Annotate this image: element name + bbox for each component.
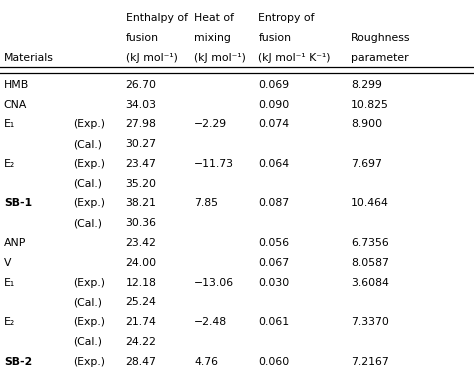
Text: fusion: fusion bbox=[126, 33, 159, 43]
Text: 30.36: 30.36 bbox=[126, 218, 156, 228]
Text: (Exp.): (Exp.) bbox=[73, 119, 106, 129]
Text: Heat of: Heat of bbox=[194, 13, 234, 23]
Text: E₂: E₂ bbox=[4, 317, 15, 327]
Text: 7.3370: 7.3370 bbox=[351, 317, 389, 327]
Text: 25.24: 25.24 bbox=[126, 297, 156, 307]
Text: (kJ mol⁻¹): (kJ mol⁻¹) bbox=[194, 53, 246, 63]
Text: 0.060: 0.060 bbox=[258, 357, 290, 367]
Text: 10.464: 10.464 bbox=[351, 198, 389, 209]
Text: 35.20: 35.20 bbox=[126, 179, 156, 189]
Text: 0.090: 0.090 bbox=[258, 100, 290, 110]
Text: 0.074: 0.074 bbox=[258, 119, 290, 129]
Text: Roughness: Roughness bbox=[351, 33, 410, 43]
Text: −11.73: −11.73 bbox=[194, 159, 234, 169]
Text: E₁: E₁ bbox=[4, 278, 15, 288]
Text: parameter: parameter bbox=[351, 53, 409, 63]
Text: 3.6084: 3.6084 bbox=[351, 278, 389, 288]
Text: V: V bbox=[4, 258, 11, 268]
Text: 0.030: 0.030 bbox=[258, 278, 290, 288]
Text: 23.47: 23.47 bbox=[126, 159, 156, 169]
Text: 10.825: 10.825 bbox=[351, 100, 389, 110]
Text: CNA: CNA bbox=[4, 100, 27, 110]
Text: −2.48: −2.48 bbox=[194, 317, 228, 327]
Text: 8.299: 8.299 bbox=[351, 80, 382, 90]
Text: E₁: E₁ bbox=[4, 119, 15, 129]
Text: 4.76: 4.76 bbox=[194, 357, 219, 367]
Text: 0.069: 0.069 bbox=[258, 80, 290, 90]
Text: 8.0587: 8.0587 bbox=[351, 258, 389, 268]
Text: Materials: Materials bbox=[4, 53, 54, 63]
Text: 7.85: 7.85 bbox=[194, 198, 219, 209]
Text: (Exp.): (Exp.) bbox=[73, 278, 106, 288]
Text: (Exp.): (Exp.) bbox=[73, 159, 106, 169]
Text: 12.18: 12.18 bbox=[126, 278, 156, 288]
Text: SB-1: SB-1 bbox=[4, 198, 32, 209]
Text: (Cal.): (Cal.) bbox=[73, 139, 102, 149]
Text: 0.064: 0.064 bbox=[258, 159, 290, 169]
Text: HMB: HMB bbox=[4, 80, 29, 90]
Text: ANP: ANP bbox=[4, 238, 26, 248]
Text: 21.74: 21.74 bbox=[126, 317, 156, 327]
Text: (Exp.): (Exp.) bbox=[73, 317, 106, 327]
Text: 30.27: 30.27 bbox=[126, 139, 156, 149]
Text: Enthalpy of: Enthalpy of bbox=[126, 13, 188, 23]
Text: 6.7356: 6.7356 bbox=[351, 238, 389, 248]
Text: 24.00: 24.00 bbox=[126, 258, 157, 268]
Text: 7.2167: 7.2167 bbox=[351, 357, 389, 367]
Text: (Cal.): (Cal.) bbox=[73, 179, 102, 189]
Text: 34.03: 34.03 bbox=[126, 100, 156, 110]
Text: Entropy of: Entropy of bbox=[258, 13, 315, 23]
Text: fusion: fusion bbox=[258, 33, 292, 43]
Text: 0.067: 0.067 bbox=[258, 258, 290, 268]
Text: (Exp.): (Exp.) bbox=[73, 357, 106, 367]
Text: (Cal.): (Cal.) bbox=[73, 218, 102, 228]
Text: −2.29: −2.29 bbox=[194, 119, 228, 129]
Text: (kJ mol⁻¹ K⁻¹): (kJ mol⁻¹ K⁻¹) bbox=[258, 53, 331, 63]
Text: 27.98: 27.98 bbox=[126, 119, 156, 129]
Text: 0.061: 0.061 bbox=[258, 317, 290, 327]
Text: mixing: mixing bbox=[194, 33, 231, 43]
Text: (Cal.): (Cal.) bbox=[73, 297, 102, 307]
Text: 23.42: 23.42 bbox=[126, 238, 156, 248]
Text: 38.21: 38.21 bbox=[126, 198, 156, 209]
Text: 8.900: 8.900 bbox=[351, 119, 382, 129]
Text: (Exp.): (Exp.) bbox=[73, 198, 106, 209]
Text: 26.70: 26.70 bbox=[126, 80, 156, 90]
Text: −13.06: −13.06 bbox=[194, 278, 235, 288]
Text: 0.056: 0.056 bbox=[258, 238, 290, 248]
Text: SB-2: SB-2 bbox=[4, 357, 32, 367]
Text: 28.47: 28.47 bbox=[126, 357, 156, 367]
Text: 0.087: 0.087 bbox=[258, 198, 290, 209]
Text: 7.697: 7.697 bbox=[351, 159, 382, 169]
Text: (Cal.): (Cal.) bbox=[73, 337, 102, 347]
Text: E₂: E₂ bbox=[4, 159, 15, 169]
Text: 24.22: 24.22 bbox=[126, 337, 156, 347]
Text: (kJ mol⁻¹): (kJ mol⁻¹) bbox=[126, 53, 177, 63]
